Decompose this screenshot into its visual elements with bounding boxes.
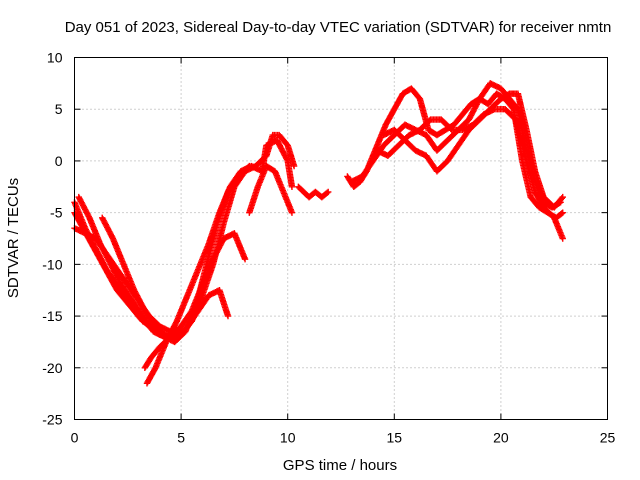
series-track-8 (246, 162, 296, 216)
plot-frame (74, 57, 608, 420)
y-tick-label: -15 (42, 308, 62, 324)
x-tick-label: 20 (493, 430, 509, 446)
chart-title: Day 051 of 2023, Sidereal Day-to-day VTE… (65, 19, 612, 36)
data-point (558, 195, 565, 202)
y-tick-label: 10 (47, 50, 63, 66)
y-tick-label: 0 (55, 153, 63, 169)
data-points (71, 80, 566, 387)
series-track-13 (374, 106, 566, 242)
y-tick-labels: -25 -20 -15 -10 -5 0 5 10 (42, 50, 62, 428)
data-point (325, 188, 332, 196)
x-axis-label: GPS time / hours (283, 457, 397, 474)
data-point (559, 209, 566, 216)
series-track-5 (99, 214, 232, 340)
x-tick-label: 5 (177, 430, 185, 446)
x-tick-labels: 0 5 10 15 20 25 (71, 430, 616, 446)
data-point (241, 255, 249, 263)
x-tick-label: 25 (600, 430, 616, 446)
x-tick-label: 15 (387, 430, 403, 446)
x-tick-label: 10 (280, 430, 296, 446)
data-point (288, 183, 296, 190)
y-axis-label: SDTVAR / TECUs (5, 178, 22, 298)
y-tick-label: -5 (50, 205, 63, 221)
x-tick-label: 0 (71, 430, 79, 446)
data-point (290, 162, 298, 170)
data-point (558, 210, 565, 217)
y-tick-label: -20 (42, 360, 62, 376)
y-tick-label: -10 (42, 256, 62, 272)
data-point (283, 156, 291, 163)
data-point (224, 312, 232, 320)
series-track-9 (295, 183, 332, 201)
y-tick-label: -25 (42, 412, 62, 428)
data-point (559, 193, 566, 201)
series-track-6 (141, 230, 249, 371)
data-point (288, 209, 296, 216)
y-tick-label: 5 (55, 101, 63, 117)
series-track-7 (143, 137, 296, 387)
series-track-12 (380, 90, 566, 211)
data-point (323, 189, 331, 197)
data-point (559, 235, 566, 242)
